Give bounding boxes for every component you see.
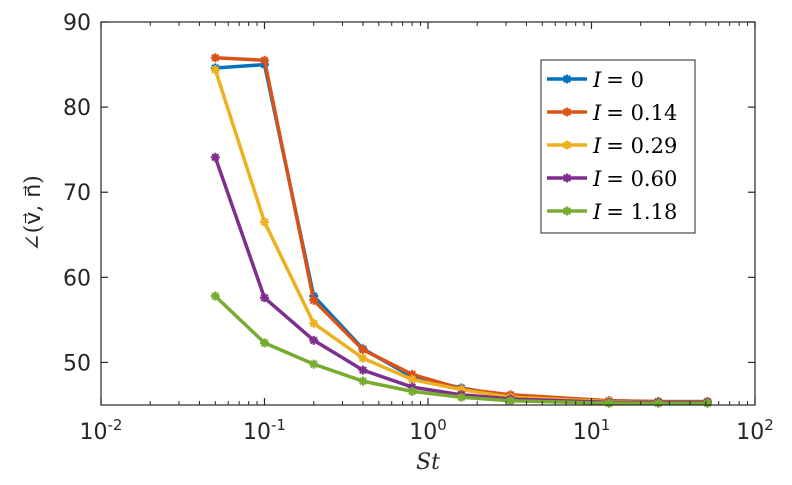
series-layer: [210, 53, 712, 408]
data-point: [210, 53, 220, 63]
data-point: [309, 335, 319, 345]
data-point: [604, 398, 614, 408]
data-point: [407, 374, 417, 384]
y-tick-label: 50: [63, 351, 91, 376]
x-tick-label: 101: [573, 416, 611, 445]
x-tick-label: 102: [736, 416, 774, 445]
data-point: [309, 359, 319, 369]
legend-item: I = 0.14: [547, 101, 677, 125]
series-5: [210, 291, 712, 408]
legend-label: I = 1.18: [592, 200, 677, 224]
legend-label: I = 0.60: [592, 167, 677, 191]
legend-item: I = 0.29: [547, 134, 677, 158]
legend-item: I = 0.60: [547, 167, 677, 191]
data-point: [260, 55, 269, 65]
data-point: [309, 318, 319, 328]
data-point: [210, 65, 220, 75]
y-tick-label: 90: [63, 11, 91, 36]
data-point: [653, 398, 663, 408]
legend-item: I = 0: [547, 68, 644, 92]
data-point: [260, 293, 269, 303]
y-tick-label: 60: [63, 266, 91, 291]
data-point: [358, 353, 368, 363]
x-tick-label: 100: [409, 416, 447, 445]
series-line: [214, 294, 708, 406]
x-axis-label: St: [416, 450, 440, 475]
legend-label: I = 0.29: [592, 134, 677, 158]
data-point: [358, 376, 368, 386]
data-point: [260, 338, 269, 348]
y-axis-label: ∠(v⃗, n⃗): [21, 175, 46, 252]
data-point: [309, 295, 319, 305]
x-tick-label: 10-2: [80, 416, 123, 445]
data-point: [358, 365, 368, 375]
legend-label: I = 0.14: [592, 101, 677, 125]
data-point: [210, 152, 220, 162]
data-point: [260, 217, 269, 227]
data-point: [702, 398, 712, 408]
legend-label: I = 0: [592, 68, 644, 92]
data-point: [407, 386, 417, 396]
legend-item: I = 1.18: [547, 200, 677, 224]
axes: 50 60 70 80 90 10-2 10-1 100 101 102 St ∠(v⃗, n⃗): [21, 11, 774, 475]
data-point: [456, 392, 466, 402]
y-tick-label: 70: [63, 181, 91, 206]
data-point: [210, 291, 220, 301]
y-tick-label: 80: [63, 96, 91, 121]
data-point: [358, 345, 368, 355]
legend: I = 0 I = 0.14 I = 0.29 I = 0.60 I = 1.18: [540, 59, 696, 234]
data-point: [506, 396, 516, 406]
x-tick-label: 10-1: [243, 416, 286, 445]
